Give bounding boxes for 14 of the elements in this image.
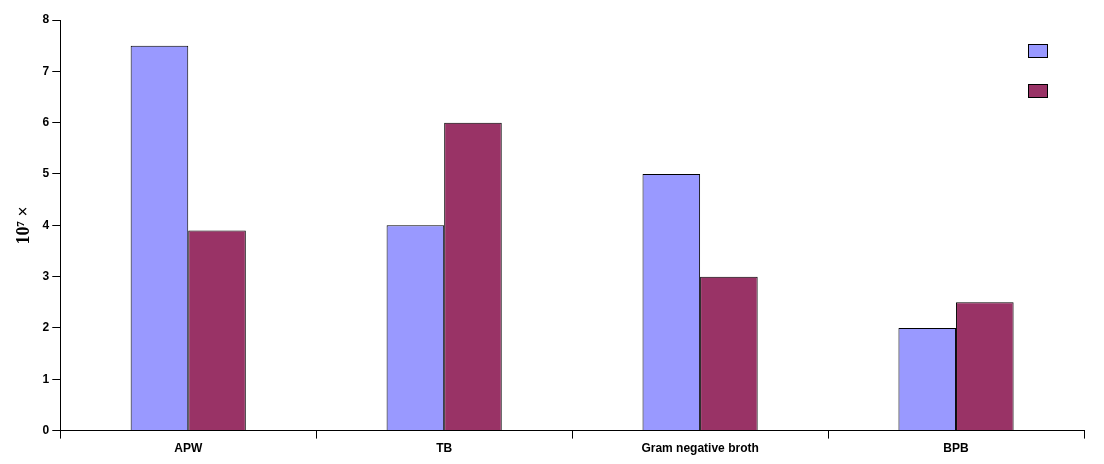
y-tick-label: 8 [42,12,50,27]
y-axis-title: 10⁷ × [13,206,34,245]
x-tick-label: TB [436,441,453,456]
y-tick-label: 2 [42,320,50,335]
y-tick-label: 1 [42,371,50,386]
y-tick-label: 3 [42,268,50,283]
y-tick-label: 5 [42,166,50,181]
x-tick-label: BPB [943,441,970,456]
y-tick-label: 6 [42,114,50,129]
y-tick-label: 4 [42,217,50,232]
x-tick-label: Gram negative broth [641,441,759,456]
y-tick-label: 7 [42,63,50,78]
x-tick-label: APW [174,441,203,456]
y-tick-label: 0 [42,422,50,437]
